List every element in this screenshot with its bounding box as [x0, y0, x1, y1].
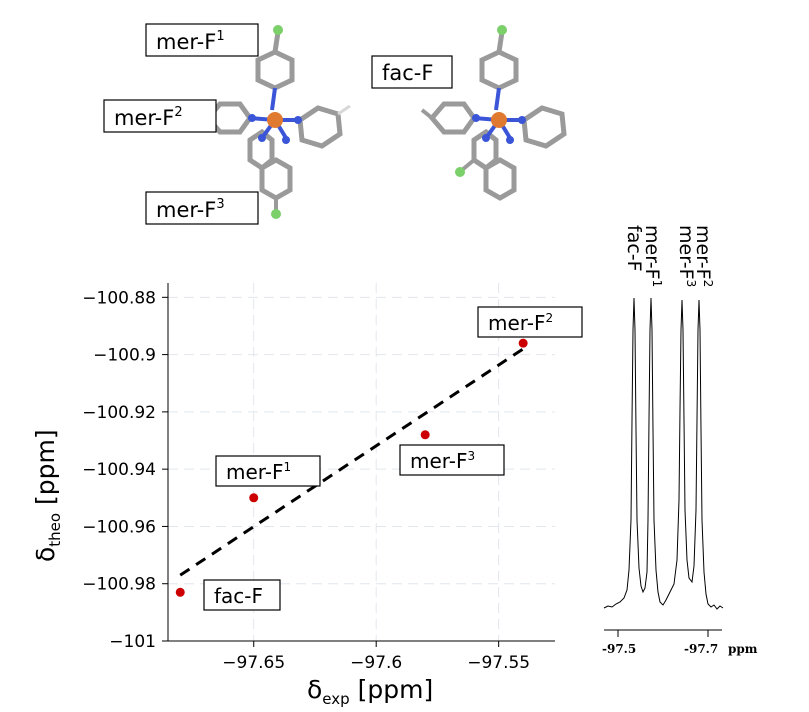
svg-text:mer-F1: mer-F1 [156, 29, 225, 54]
y-tick-label: −100.96 [82, 517, 156, 537]
data-point-mer-f3 [420, 430, 430, 440]
mer-f3-structure-label: mer-F3 [145, 191, 259, 225]
y-tick-label: −100.88 [82, 288, 156, 308]
molecule-fac-structure [420, 25, 567, 201]
mer-f2-structure-label: mer-F2 [103, 99, 217, 133]
y-tick-label: −100.94 [82, 460, 156, 480]
peak-label-fac-f: fac-F [623, 225, 645, 272]
peak-label-mer-f2: mer-F2 [692, 225, 715, 287]
fac-f-structure-label: fac-F [371, 55, 453, 89]
svg-text:mer-F2: mer-F2 [114, 105, 183, 130]
data-point-fac-f [175, 587, 185, 597]
x-ticks: −97.65 −97.6 −97.55 [222, 641, 530, 673]
svg-text:mer-F3: mer-F3 [156, 197, 225, 222]
y-axis-label: δtheo [ppm] [31, 429, 64, 562]
fit-line [179, 347, 524, 577]
svg-text:mer-F2: mer-F2 [488, 311, 553, 335]
data-points [175, 338, 528, 597]
spectrum-trace [603, 297, 724, 610]
x-tick-label: −97.65 [222, 653, 285, 673]
spectrum-tick-label-97-7: -97.7 [684, 642, 718, 656]
nmr-spectrum: fac-F mer-F1 mer-F3 mer-F2 -97.5 -97.7 p… [602, 225, 758, 656]
molecule-mer-structure [191, 25, 351, 219]
svg-text:fac-F: fac-F [382, 61, 433, 85]
scatter-chart: −100.88 −100.9 −100.92 −100.94 −100.96 −100.9… [31, 283, 583, 708]
mer-f1-structure-label: mer-F1 [145, 23, 259, 57]
spectrum-axis-unit: ppm [728, 642, 758, 656]
x-tick-label: −97.6 [350, 653, 402, 673]
peak-label-mer-f3: mer-F3 [675, 225, 698, 287]
y-tick-label: −100.98 [82, 575, 156, 595]
y-tick-label: −101 [109, 632, 156, 652]
svg-text:fac-F: fac-F [214, 584, 263, 608]
point-label-mer-f3: mer-F3 [399, 444, 505, 476]
x-tick-label: −97.55 [467, 653, 530, 673]
y-tick-label: −100.92 [82, 403, 156, 423]
y-ticks: −100.88 −100.9 −100.92 −100.94 −100.96 −100.9… [82, 288, 168, 652]
peak-label-mer-f1: mer-F1 [641, 225, 664, 287]
x-axis-label: δexp [ppm] [307, 675, 433, 708]
y-tick-label: −100.9 [93, 346, 156, 366]
spectrum-tick-label-97-5: -97.5 [602, 642, 636, 656]
point-label-mer-f2: mer-F2 [477, 306, 583, 338]
svg-text:mer-F1: mer-F1 [226, 460, 291, 484]
data-point-mer-f1 [249, 493, 259, 503]
data-point-mer-f2 [518, 338, 528, 348]
point-label-fac-f: fac-F [203, 579, 281, 611]
svg-text:mer-F3: mer-F3 [410, 449, 475, 473]
point-label-mer-f1: mer-F1 [215, 455, 321, 487]
